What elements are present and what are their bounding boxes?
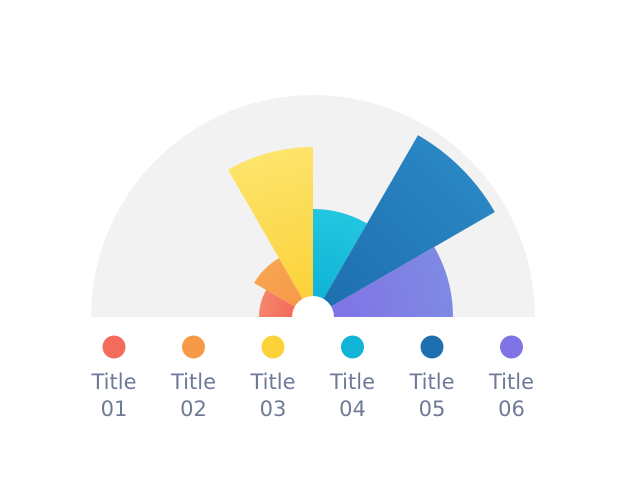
legend-label-line2: 06 (498, 397, 525, 421)
legend-dot (341, 335, 364, 359)
slice-05 (313, 135, 495, 317)
chart-slices (228, 135, 495, 317)
legend-item-01: Title 01 (90, 335, 137, 421)
legend-dot (420, 335, 444, 359)
legend-label-line2: 05 (419, 397, 446, 421)
legend-dot (261, 335, 285, 359)
legend-label-line1: Title (90, 370, 136, 394)
legend-item-05: Title 05 (408, 335, 455, 421)
legend-label-line2: 04 (339, 397, 366, 421)
legend: Title01Title02Title03Title04Title05Title… (90, 335, 534, 421)
legend-dot (500, 335, 523, 359)
legend-label-line1: Title (488, 370, 534, 394)
legend-label-line1: Title (408, 370, 454, 394)
slice-06 (313, 247, 453, 317)
legend-label-line1: Title (329, 370, 375, 394)
legend-label-line1: Title (249, 370, 295, 394)
slice-03 (228, 147, 313, 317)
slice-04 (313, 209, 367, 317)
legend-dot (102, 335, 126, 359)
legend-item-03: Title 03 (249, 335, 296, 421)
legend-item-06: Title 06 (488, 335, 534, 421)
legend-label-line2: 02 (180, 397, 207, 421)
legend-item-04: Title 04 (329, 335, 375, 421)
chart-center-hole (292, 296, 334, 338)
legend-label-line1: Title (170, 370, 216, 394)
legend-dot (182, 335, 205, 359)
legend-label-line2: 03 (260, 397, 287, 421)
legend-label-line2: 01 (101, 397, 128, 421)
legend-item-02: Title 02 (170, 335, 216, 421)
